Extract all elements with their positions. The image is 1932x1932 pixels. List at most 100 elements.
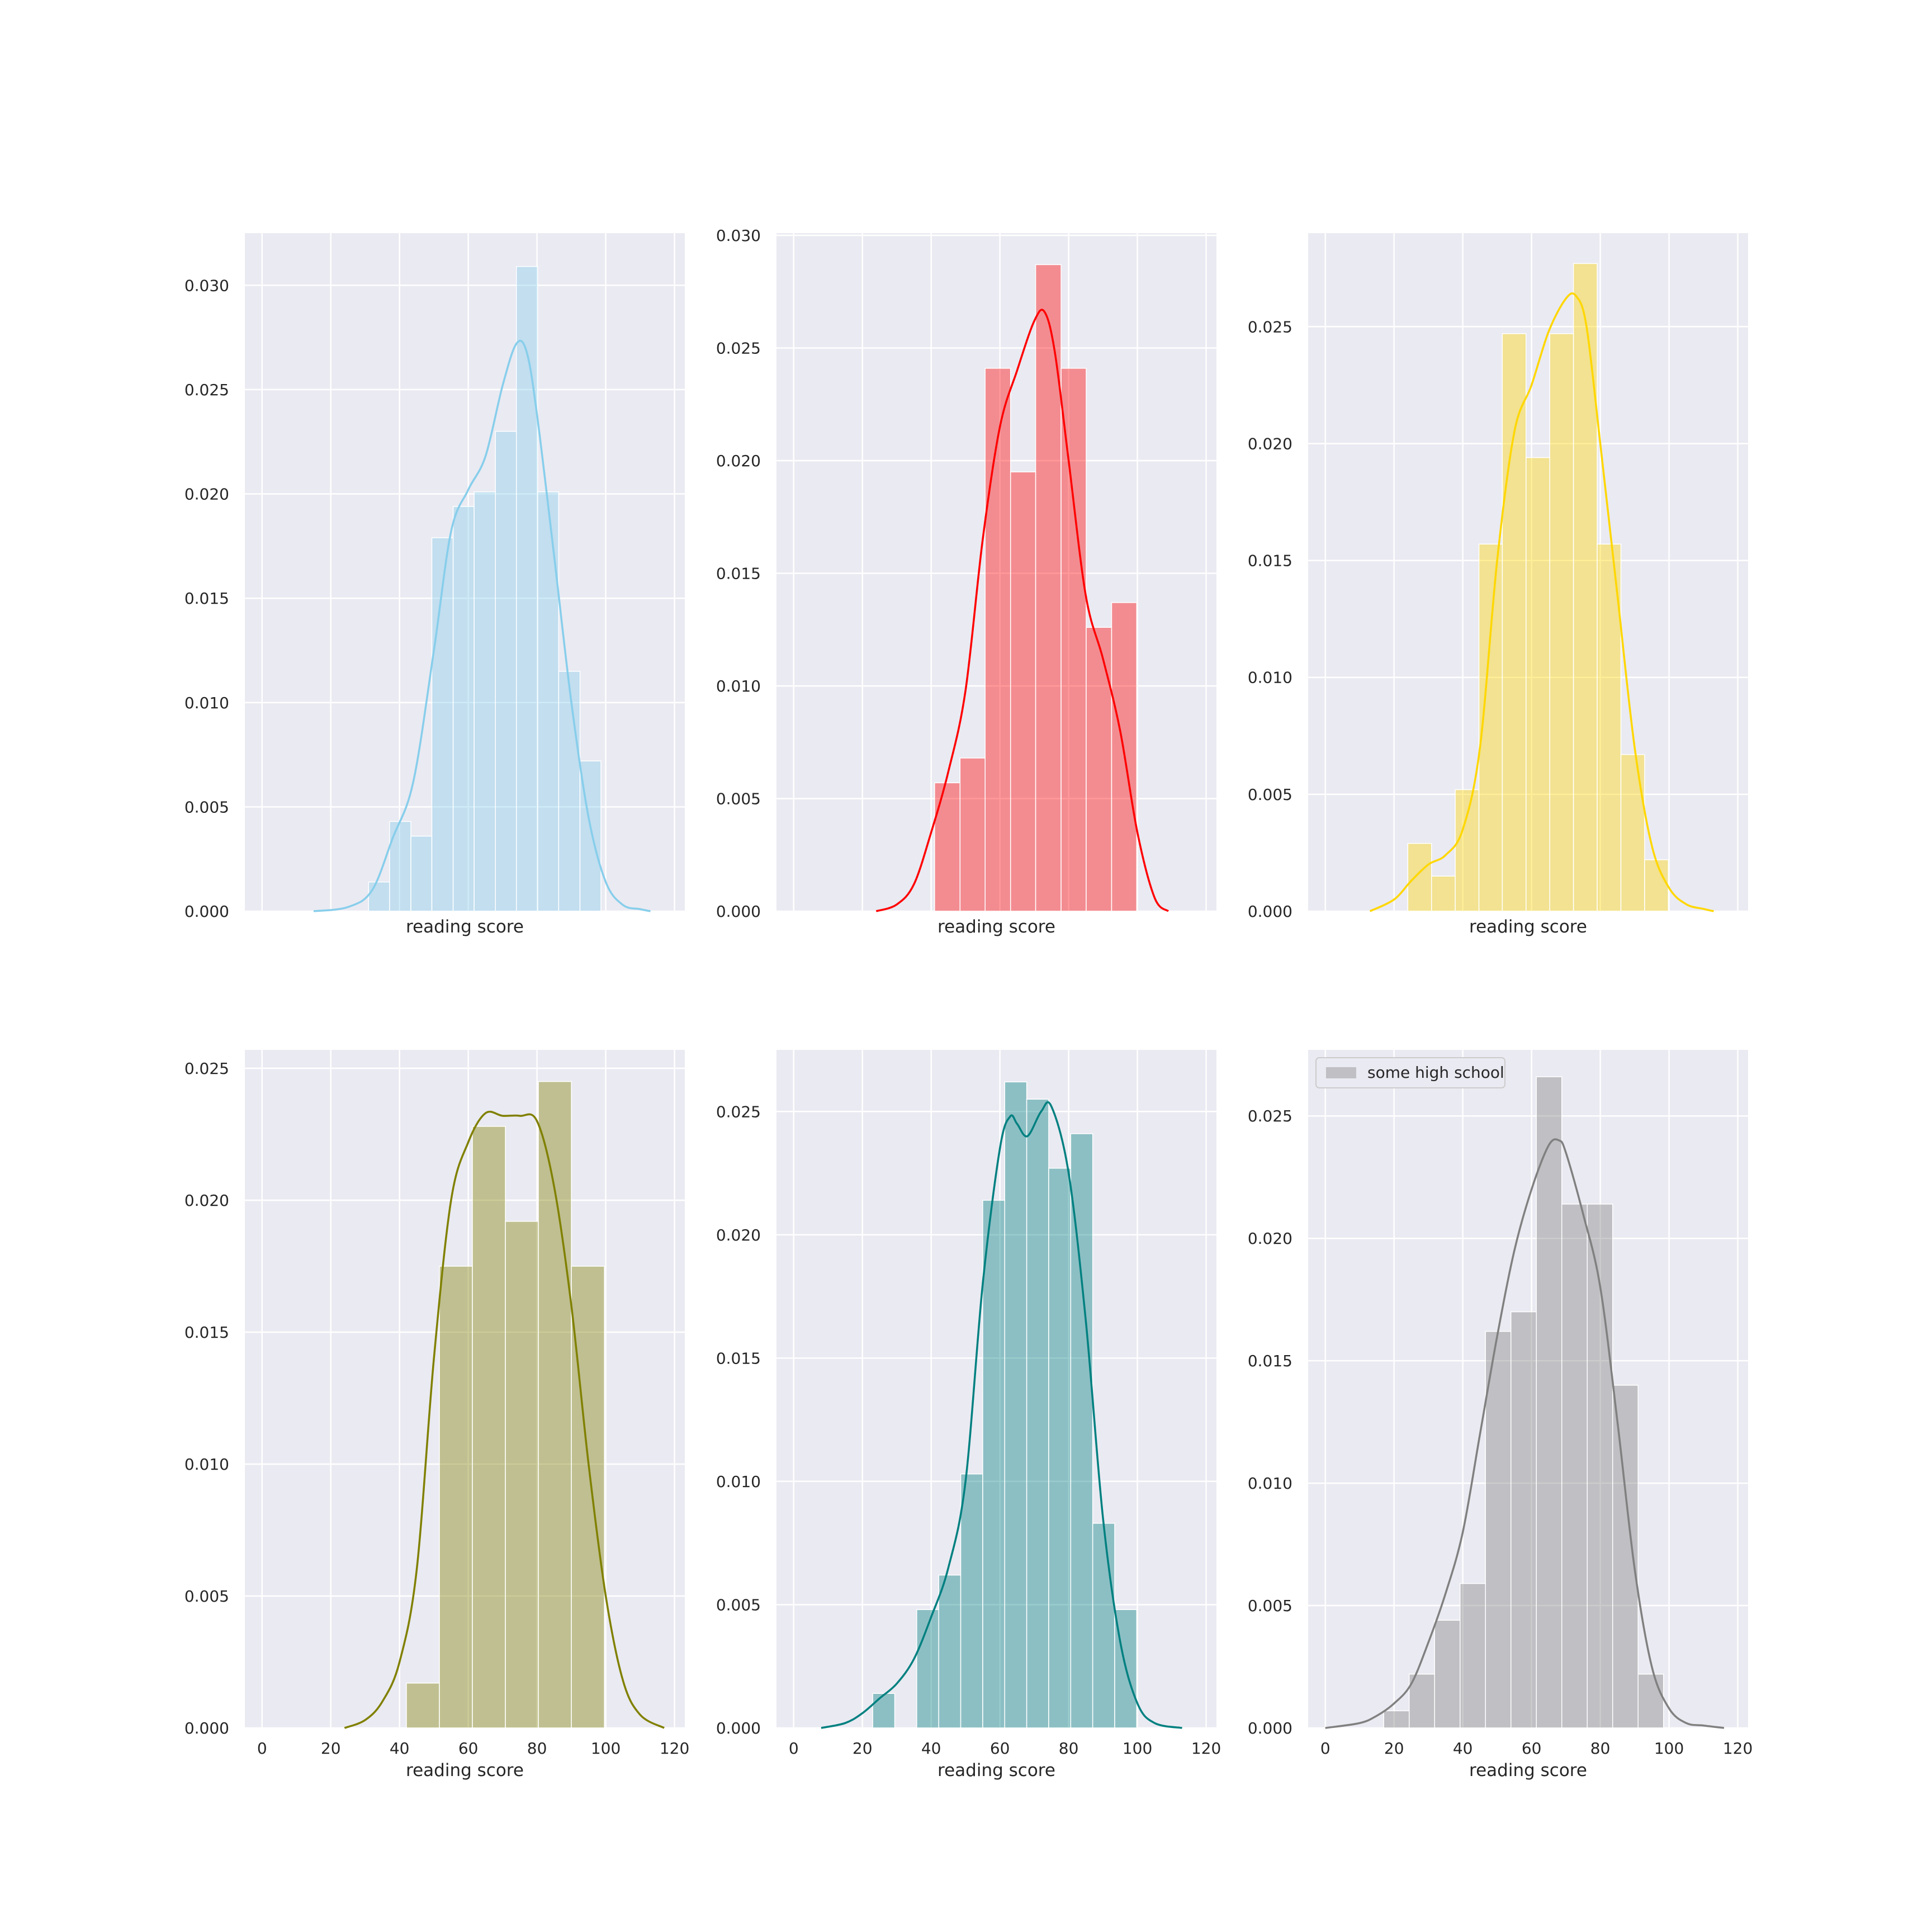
x-tick-label: 60 [990, 1739, 1010, 1758]
histogram-bar [1620, 754, 1645, 912]
x-tick-label: 100 [1123, 1739, 1152, 1758]
histogram-bar [1035, 264, 1062, 912]
histogram-bar [1587, 1204, 1613, 1729]
chart-panel-6: 0.000 0.005 0.010 0.015 0.020 0.025 0 20 40 60 80 1… [1248, 1050, 1753, 1781]
histogram-bar [537, 491, 560, 912]
histogram-bar [1510, 1311, 1537, 1729]
histogram-bar [916, 1609, 939, 1729]
plot-background [1308, 233, 1748, 911]
y-tick-label: 0.020 [716, 452, 761, 470]
histogram-bar [1383, 1710, 1410, 1729]
y-tick-label: 0.020 [1248, 434, 1292, 453]
histogram-bar [1010, 471, 1036, 912]
y-tick-label: 0.025 [184, 1059, 229, 1078]
histogram-bar [1407, 842, 1432, 912]
histogram-bar [1549, 333, 1574, 912]
histogram-bar [558, 671, 581, 912]
histogram-bar [1434, 1620, 1461, 1729]
y-tick-label: 0.005 [1248, 785, 1292, 804]
y-tick-label: 0.000 [716, 1719, 761, 1737]
histogram-bar [934, 782, 961, 912]
kde-curve [313, 339, 651, 912]
y-tick-label: 0.030 [716, 226, 761, 245]
chart-panel-4: 0.000 0.005 0.010 0.015 0.020 0.025 0 20 40 60 80 1… [184, 1050, 689, 1781]
histogram-bar [872, 1693, 896, 1729]
y-tick-label: 0.005 [184, 1587, 229, 1606]
y-tick-label: 0.025 [184, 381, 229, 399]
y-tick-label: 0.020 [184, 485, 229, 504]
chart-panel-1: 0.000 0.005 0.010 0.015 0.020 0.025 0.030 readi… [184, 233, 685, 937]
kde-curve [1369, 292, 1714, 912]
histogram-bar [538, 1081, 572, 1729]
y-tick-label: 0.025 [1248, 318, 1292, 336]
y-tick-label: 0.015 [1248, 1352, 1292, 1370]
plot-background [776, 1050, 1216, 1728]
y-tick-label: 0.015 [1248, 552, 1292, 570]
chart-panel-5: 0.000 0.005 0.010 0.015 0.020 0.025 0 20 40 60 80 1… [716, 1050, 1221, 1781]
histogram-bar [1597, 543, 1622, 912]
histogram-bar [1573, 263, 1598, 912]
histogram-bar [1502, 333, 1527, 912]
x-axis-label: reading score [1469, 917, 1587, 937]
y-tick-label: 0.000 [1248, 1719, 1292, 1737]
histogram-bar [431, 537, 454, 912]
x-axis-label: reading score [1469, 1760, 1587, 1781]
x-tick-label: 20 [1384, 1739, 1404, 1758]
y-tick-label: 0.005 [716, 1595, 761, 1614]
y-tick-label: 0.015 [716, 1349, 761, 1367]
histogram-bar [368, 881, 390, 912]
histogram-bar [1431, 875, 1456, 912]
histogram-bar [1004, 1081, 1027, 1729]
kde-curve [821, 1101, 1182, 1729]
histogram-bar [1048, 1167, 1072, 1729]
y-tick-label: 0.030 [184, 276, 229, 295]
y-tick-label: 0.005 [184, 798, 229, 816]
histogram-bar [960, 1473, 983, 1729]
histogram-bar [1644, 859, 1669, 912]
histogram-bar [1526, 457, 1550, 912]
y-tick-label: 0.005 [1248, 1597, 1292, 1615]
histogram-bar [410, 835, 433, 912]
histogram-bar [473, 491, 496, 912]
x-axis-label: reading score [937, 917, 1055, 937]
x-tick-label: 60 [1522, 1739, 1542, 1758]
y-tick-label: 0.020 [184, 1191, 229, 1210]
kde-curve [1325, 1138, 1725, 1729]
y-tick-label: 0.000 [184, 1719, 229, 1737]
x-tick-label: 100 [591, 1739, 621, 1758]
histogram-bar [1455, 789, 1480, 912]
x-tick-label: 120 [660, 1739, 689, 1758]
legend: some high school [1315, 1057, 1505, 1088]
chart-panel-2: 0.000 0.005 0.010 0.015 0.020 0.025 0.030 readi… [716, 226, 1216, 937]
histogram-bar [571, 1266, 605, 1729]
legend-label: some high school [1367, 1063, 1504, 1082]
histogram-bar [1536, 1076, 1562, 1729]
x-tick-label: 0 [789, 1739, 799, 1758]
x-tick-label: 80 [1059, 1739, 1079, 1758]
y-tick-label: 0.025 [716, 339, 761, 358]
histogram-bar [1485, 1330, 1512, 1729]
y-tick-label: 0.010 [716, 1472, 761, 1491]
y-tick-label: 0.025 [716, 1102, 761, 1121]
y-tick-label: 0.010 [184, 694, 229, 712]
x-tick-label: 80 [527, 1739, 547, 1758]
y-tick-label: 0.010 [1248, 669, 1292, 687]
plot-background [245, 233, 685, 911]
y-tick-label: 0.015 [184, 589, 229, 608]
histogram-bar [495, 430, 517, 912]
x-tick-label: 20 [321, 1739, 341, 1758]
y-tick-label: 0.025 [1248, 1107, 1292, 1125]
histogram-bar [1561, 1204, 1588, 1729]
histogram-bar [505, 1221, 539, 1729]
histogram-bar [1026, 1098, 1049, 1729]
x-tick-label: 0 [1320, 1739, 1330, 1758]
x-axis-label: reading score [937, 1760, 1055, 1781]
x-tick-label: 120 [1723, 1739, 1753, 1758]
histogram-bar [1070, 1133, 1093, 1729]
histogram-bar [406, 1683, 440, 1729]
chart-panel-3: 0.000 0.005 0.010 0.015 0.020 0.025 reading sc… [1248, 233, 1748, 937]
legend-swatch [1326, 1067, 1356, 1078]
y-tick-label: 0.010 [716, 677, 761, 695]
x-tick-label: 80 [1590, 1739, 1611, 1758]
